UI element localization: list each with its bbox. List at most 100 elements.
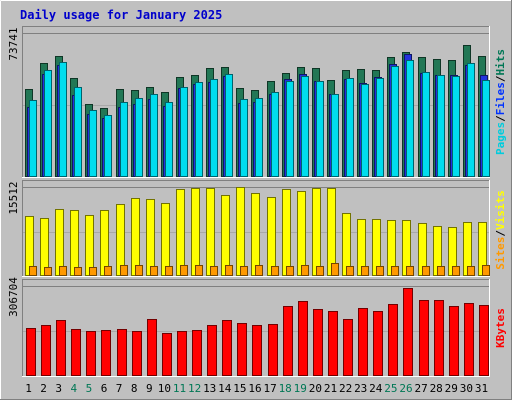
bar-sites-day-18 [286,266,294,276]
day-label-16: 16 [248,382,261,395]
legend-separator: / [494,230,507,237]
day-label-24: 24 [369,382,383,395]
series-pages [29,60,490,177]
bar-sites-day-28 [437,266,445,276]
day-label-3: 3 [55,382,62,395]
bar-visits-day-8 [131,198,140,276]
bar-sites-day-4 [74,267,82,276]
day-label-20: 20 [309,382,322,395]
bar-kbytes-day-5 [86,331,96,376]
panel-2: 15512 Sites/Visits [7,180,507,277]
bar-kbytes-day-27 [419,300,429,376]
bar-sites-day-16 [255,265,263,276]
bar-sites-day-3 [59,266,67,276]
bar-visits-day-9 [146,199,155,276]
bar-visits-day-12 [191,188,200,276]
day-label-31: 31 [475,382,488,395]
day-label-21: 21 [324,382,337,395]
chart-title: Daily usage for January 2025 [20,8,222,22]
bar-pages-day-21 [331,94,339,177]
bar-sites-day-29 [452,266,460,276]
bar-pages-day-22 [346,78,354,177]
bar-pages-day-13 [210,79,218,177]
bar-kbytes-day-19 [298,301,308,376]
bar-sites-day-2 [44,267,52,276]
chart-panels: 73741Pages/Files/Hits15512Sites/Visits30… [7,26,507,395]
legend-separator: / [494,75,507,82]
day-label-27: 27 [414,382,427,395]
bar-kbytes-day-3 [56,320,66,376]
bar-visits-day-13 [206,188,215,276]
bar-sites-day-8 [135,265,143,276]
bar-visits-day-21 [327,188,336,276]
day-label-17: 17 [263,382,276,395]
bar-pages-day-6 [104,115,112,177]
bar-pages-day-19 [301,76,309,177]
bar-pages-day-10 [165,102,173,177]
bar-kbytes-day-24 [373,311,383,376]
bar-sites-day-5 [89,267,97,276]
bar-kbytes-day-15 [237,323,247,376]
y-max-label: 73741 [7,27,20,60]
bar-sites-day-21 [331,263,339,276]
day-label-14: 14 [218,382,232,395]
bar-kbytes-day-25 [388,304,398,376]
bar-pages-day-8 [135,98,143,177]
bar-kbytes-day-2 [41,325,51,376]
bar-pages-day-4 [74,87,82,177]
bar-pages-day-20 [316,81,324,177]
bar-kbytes-day-9 [147,319,157,376]
day-label-5: 5 [86,382,93,395]
bar-pages-day-17 [271,92,279,177]
bar-pages-day-15 [240,99,248,177]
legend-pages: Pages [494,122,507,155]
bar-sites-day-24 [376,266,384,276]
day-label-18: 18 [279,382,292,395]
bar-sites-day-12 [195,265,203,276]
bar-pages-day-3 [59,62,67,177]
bar-sites-day-7 [120,265,128,276]
bar-pages-day-23 [361,84,369,177]
panel-3: 306704 KBytes [7,277,507,377]
day-label-19: 19 [294,382,307,395]
day-label-15: 15 [233,382,246,395]
legend-kbytes: KBytes [494,308,507,348]
bar-pages-day-14 [225,74,233,177]
bar-sites-day-27 [422,266,430,276]
bar-pages-day-31 [482,80,490,177]
bar-pages-day-28 [437,75,445,177]
bar-pages-day-29 [452,76,460,177]
bar-kbytes-day-29 [449,306,459,376]
bar-visits-day-10 [161,203,170,276]
bar-sites-day-30 [467,266,475,276]
bar-kbytes-day-22 [343,319,353,376]
bar-pages-day-12 [195,82,203,177]
bar-kbytes-day-7 [117,329,127,376]
legend-hits: Hits [494,49,507,76]
bar-sites-day-9 [150,266,158,276]
bar-kbytes-day-6 [101,330,111,376]
bar-sites-day-17 [271,266,279,276]
day-label-7: 7 [116,382,123,395]
bar-kbytes-day-20 [313,309,323,376]
bar-kbytes-day-1 [26,328,36,376]
bar-kbytes-day-21 [328,311,338,376]
bar-sites-day-23 [361,266,369,276]
day-label-10: 10 [158,382,171,395]
panel-legend: KBytes [494,308,507,348]
bar-kbytes-day-10 [162,333,172,376]
bar-pages-day-27 [422,72,430,177]
day-label-12: 12 [188,382,201,395]
bar-kbytes-day-18 [283,306,293,376]
bar-kbytes-day-16 [252,325,262,376]
bar-sites-day-10 [165,266,173,276]
panel-legend: Pages/Files/Hits [494,49,507,155]
bar-pages-day-7 [120,102,128,177]
bar-sites-day-19 [301,265,309,276]
day-label-13: 13 [203,382,216,395]
bar-sites-day-11 [180,265,188,276]
bar-visits-day-15 [236,187,245,276]
bar-kbytes-day-12 [192,330,202,376]
bar-visits-day-16 [251,193,260,276]
